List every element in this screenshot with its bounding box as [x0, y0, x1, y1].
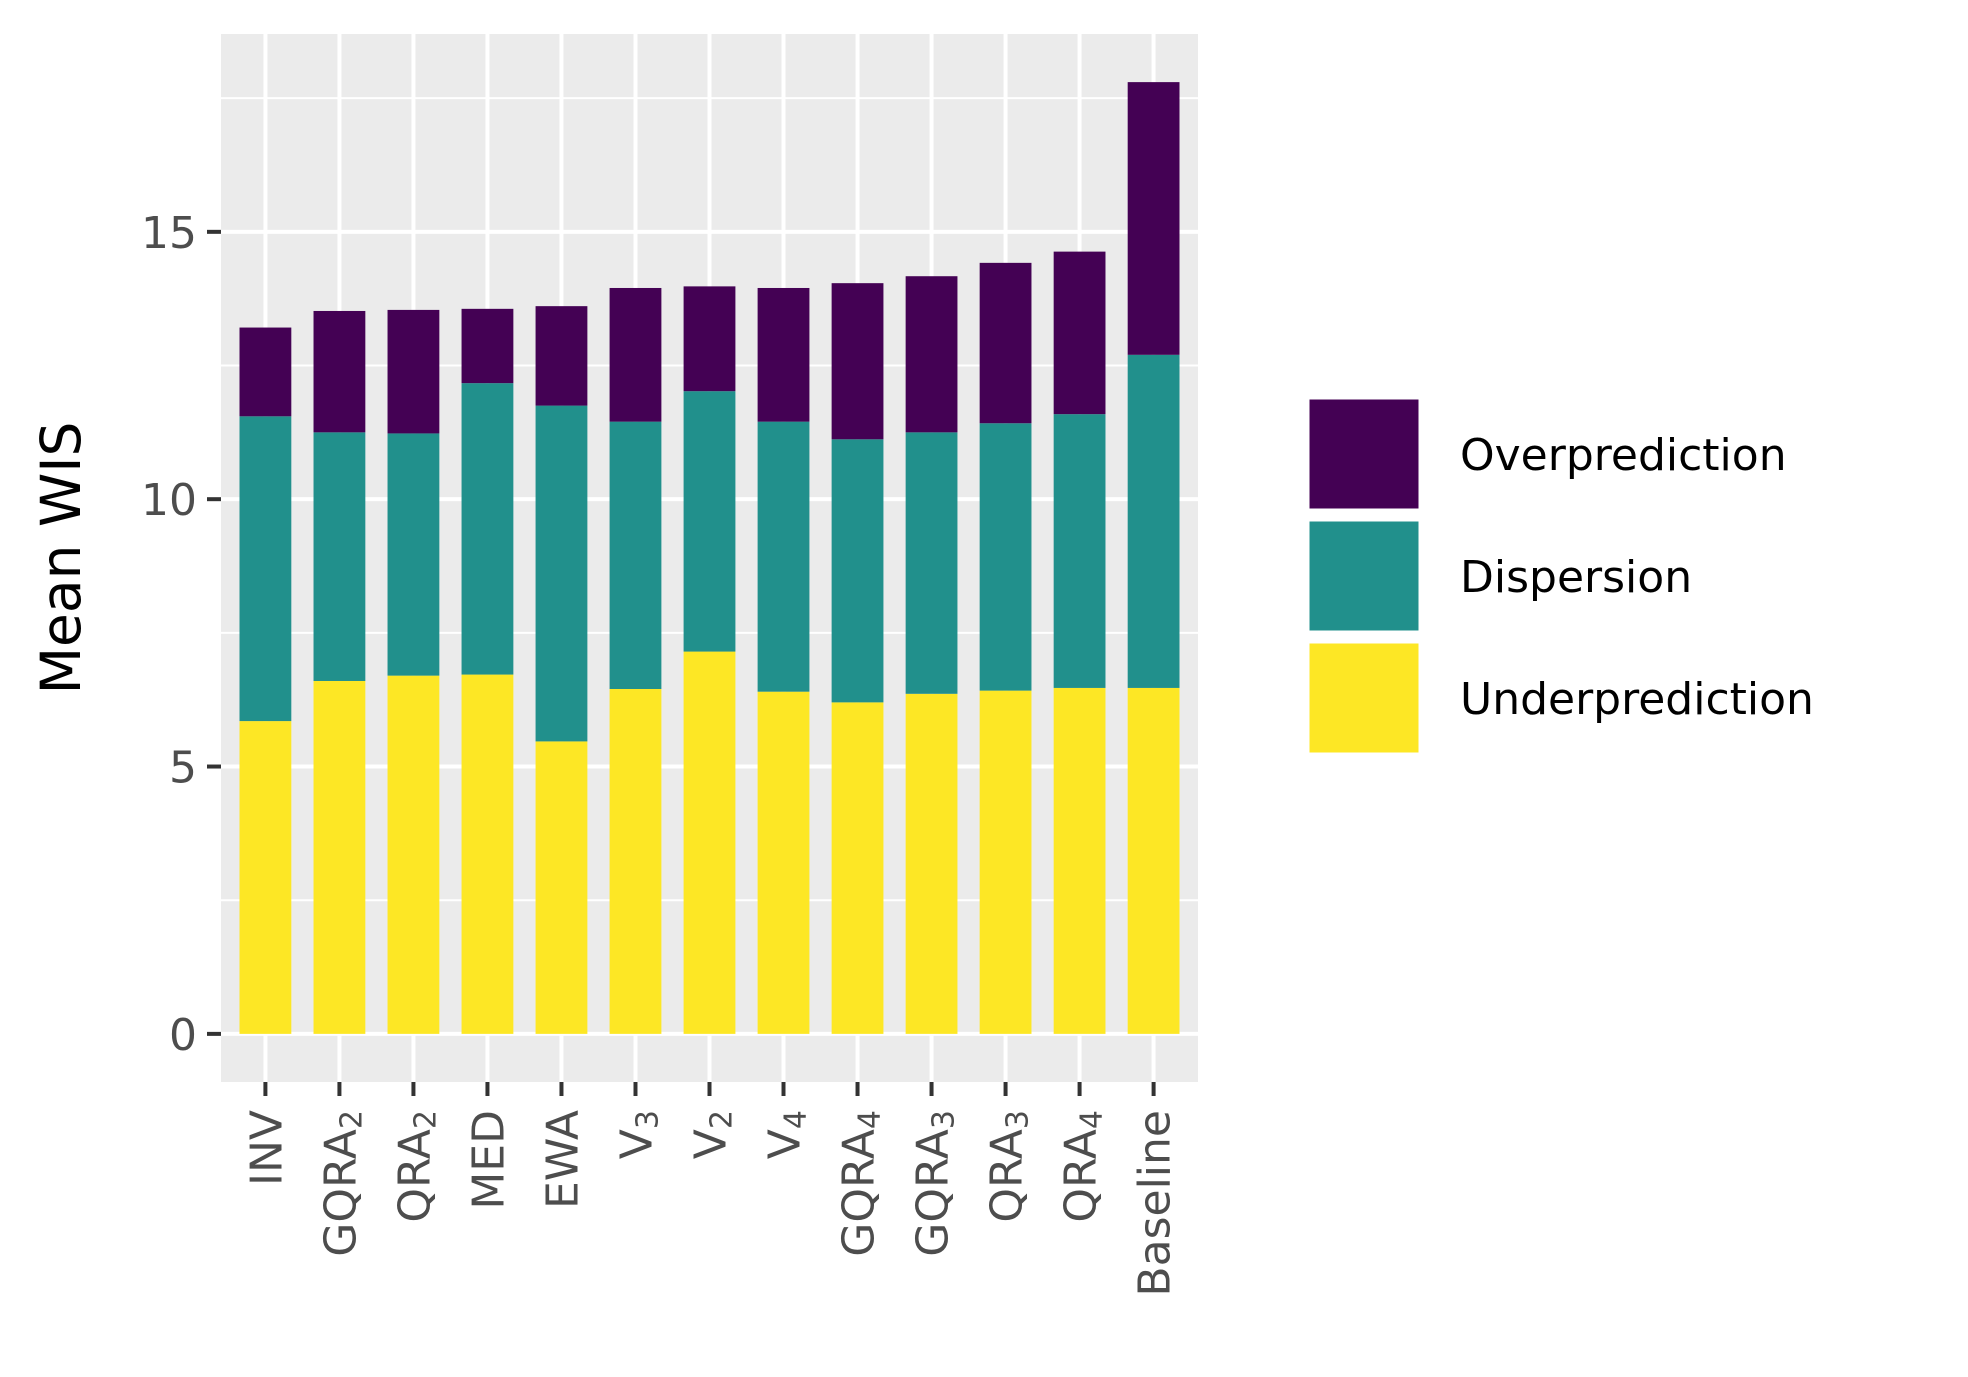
x-tick-label-base: EWA [537, 1110, 588, 1209]
bar-dispersion-7 [757, 421, 810, 692]
bar-dispersion-8 [831, 439, 884, 703]
bar-overprediction-12 [1127, 82, 1180, 355]
x-tick-label-base: Baseline [1130, 1110, 1181, 1297]
x-tick-label-base: QRA [982, 1129, 1033, 1223]
x-tick-label: GQRA3 [908, 1110, 962, 1257]
x-tick-label-base: GQRA [908, 1129, 959, 1257]
x-tick-label: V3 [611, 1110, 665, 1159]
x-tick-label-base: QRA [389, 1129, 440, 1223]
bar-underprediction-9 [905, 693, 958, 1034]
bar-dispersion-0 [239, 416, 292, 722]
y-tick-label: 5 [169, 743, 197, 794]
x-tick-label: QRA3 [982, 1110, 1036, 1223]
bar-overprediction-3 [461, 308, 514, 384]
x-tick-label-base: V [760, 1129, 811, 1159]
x-tick-label: QRA4 [1056, 1110, 1110, 1223]
legend-key-dispersion [1306, 518, 1422, 634]
x-tick-label: Baseline [1130, 1110, 1181, 1297]
legend-key-underprediction [1306, 640, 1422, 756]
bar-dispersion-11 [1053, 414, 1106, 688]
x-tick-label-subscript: 2 [705, 1110, 740, 1129]
bar-underprediction-5 [609, 689, 662, 1034]
bar-stacks [239, 82, 1180, 1034]
bar-overprediction-4 [535, 306, 588, 406]
x-tick-label-base: INV [241, 1110, 292, 1186]
bar-overprediction-0 [239, 327, 292, 417]
bar-dispersion-1 [313, 432, 366, 681]
bar-underprediction-1 [313, 680, 366, 1034]
x-tick-label: INV [241, 1110, 292, 1186]
bar-dispersion-12 [1127, 354, 1180, 688]
x-tick-label-subscript: 3 [1001, 1110, 1036, 1129]
x-tick-label-subscript: 2 [334, 1110, 369, 1129]
x-tick-label-subscript: 4 [1075, 1110, 1110, 1129]
legend-key-overprediction [1306, 396, 1422, 512]
bar-dispersion-3 [461, 383, 514, 675]
bar-underprediction-7 [757, 691, 810, 1034]
bar-underprediction-0 [239, 721, 292, 1034]
bar-overprediction-10 [979, 262, 1032, 424]
bar-overprediction-9 [905, 276, 958, 433]
bar-overprediction-7 [757, 287, 810, 422]
bar-underprediction-2 [387, 675, 440, 1034]
x-tick-label-subscript: 4 [853, 1110, 888, 1129]
bar-underprediction-3 [461, 674, 514, 1034]
x-tick-label: GQRA4 [834, 1110, 888, 1257]
x-tick-label-base: GQRA [834, 1129, 885, 1257]
x-tick-label-base: QRA [1056, 1129, 1107, 1223]
x-tick-label: V2 [686, 1110, 740, 1159]
x-tick-label: MED [463, 1110, 514, 1210]
bar-overprediction-6 [683, 286, 736, 392]
bar-underprediction-12 [1127, 687, 1180, 1034]
bar-underprediction-4 [535, 741, 588, 1034]
bar-dispersion-5 [609, 421, 662, 689]
x-tick-label-base: GQRA [315, 1129, 366, 1257]
x-tick-label: GQRA2 [315, 1110, 369, 1257]
bar-underprediction-6 [683, 651, 736, 1034]
bar-overprediction-1 [313, 310, 366, 433]
y-axis: 0 5 10 15 [141, 208, 221, 1061]
x-tick-label: QRA2 [389, 1110, 443, 1223]
bar-dispersion-10 [979, 423, 1032, 691]
x-tick-label-subscript: 3 [630, 1110, 665, 1129]
y-axis-title: Mean WIS [29, 422, 93, 695]
x-tick-label: V4 [760, 1110, 814, 1159]
x-tick-label-base: V [686, 1129, 737, 1159]
bar-underprediction-10 [979, 690, 1032, 1034]
x-tick-label-base: V [611, 1129, 662, 1159]
legend-label-overprediction: Overprediction [1460, 430, 1787, 481]
x-tick-label-subscript: 2 [408, 1110, 443, 1129]
x-tick-label-base: MED [463, 1110, 514, 1210]
bar-underprediction-8 [831, 702, 884, 1034]
bar-dispersion-9 [905, 432, 958, 694]
bar-dispersion-2 [387, 433, 440, 676]
y-tick-label: 0 [169, 1010, 197, 1061]
bar-dispersion-6 [683, 391, 736, 652]
bar-overprediction-11 [1053, 251, 1106, 415]
bar-dispersion-4 [535, 405, 588, 742]
y-tick-label: 10 [141, 475, 197, 526]
x-tick-label: EWA [537, 1110, 588, 1209]
y-tick-label: 15 [141, 208, 197, 259]
legend: Overprediction Dispersion Underprediction [1306, 396, 1814, 756]
bar-overprediction-5 [609, 287, 662, 422]
bar-overprediction-8 [831, 283, 884, 440]
x-tick-label-subscript: 3 [927, 1110, 962, 1129]
bar-underprediction-11 [1053, 687, 1106, 1034]
x-tick-label-subscript: 4 [779, 1110, 814, 1129]
legend-label-underprediction: Underprediction [1460, 674, 1814, 725]
bar-overprediction-2 [387, 309, 440, 434]
legend-label-dispersion: Dispersion [1460, 552, 1692, 603]
